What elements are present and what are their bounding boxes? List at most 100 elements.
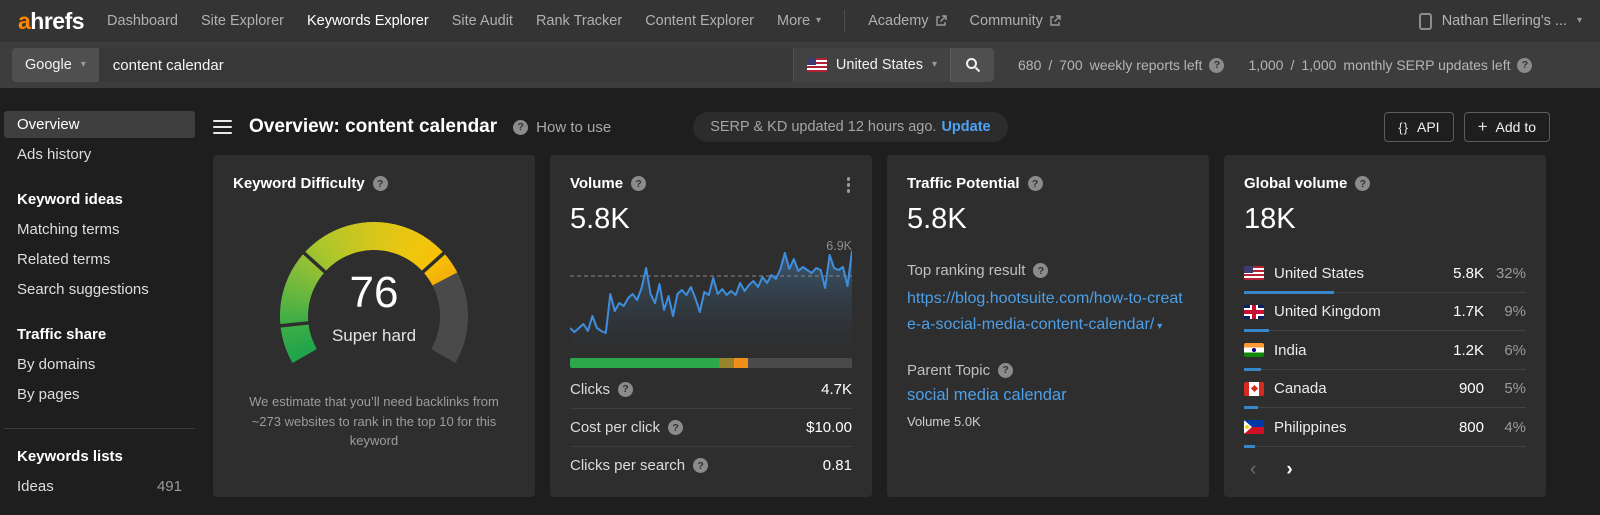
help-icon[interactable]: ? [1033, 263, 1049, 278]
top-ranking-result-label: Top ranking result ? [907, 262, 1189, 279]
keyword-search-input[interactable] [98, 48, 793, 82]
country-share-bar [1244, 367, 1261, 371]
card-title-keyword-difficulty: Keyword Difficulty ? [233, 175, 515, 192]
country-row-philippines: Philippines 800 4% [1244, 408, 1526, 448]
sidebar-item-by-domains[interactable]: By domains [17, 356, 96, 373]
sidebar-divider [4, 428, 195, 429]
help-icon[interactable]: ? [631, 176, 647, 191]
country-share-bar [1244, 444, 1256, 448]
chevron-down-icon[interactable] [1157, 321, 1162, 332]
api-button[interactable]: API [1384, 112, 1454, 142]
search-row: Google United States 680 / 700 weekly re… [0, 42, 1600, 88]
how-to-use-link[interactable]: ? How to use [513, 119, 611, 136]
update-link[interactable]: Update [941, 119, 991, 135]
weekly-reports-usage: 680 / 700 weekly reports left ? [1018, 57, 1225, 73]
overview-cards: Keyword Difficulty ? 76 Super hard We es… [213, 155, 1546, 497]
sidebar-item-matching-terms[interactable]: Matching terms [17, 221, 120, 238]
page-title: Overview: content calendar [249, 116, 498, 137]
us-flag-icon [806, 58, 827, 72]
card-title-traffic-potential: Traffic Potential ? [907, 175, 1189, 192]
top-ranking-result-link[interactable]: https://blog.hootsuite.com/how-to-create… [907, 286, 1189, 338]
add-to-button[interactable]: Add to [1463, 112, 1550, 142]
menu-toggle-icon[interactable] [213, 119, 232, 135]
sidebar-item-ads-history[interactable]: Ads history [17, 146, 92, 163]
volume-card: Volume ? 5.8K 6.9K Clicks? 4.7K Cost per… [550, 155, 872, 497]
country-label: United States [835, 57, 923, 73]
nav-item-content-explorer[interactable]: Content Explorer [645, 13, 754, 29]
kd-gauge-chart [278, 222, 468, 364]
nav-item-rank-tracker[interactable]: Rank Tracker [535, 13, 623, 29]
sidebar: Overview Ads history Keyword ideas Match… [0, 88, 205, 515]
nav-item-site-audit[interactable]: Site Audit [451, 13, 513, 29]
ca-flag-icon [1244, 381, 1264, 396]
device-icon [1418, 12, 1432, 30]
nav-item-community[interactable]: Community [970, 13, 1061, 29]
volume-peak-label: 6.9K [826, 239, 852, 253]
next-page-icon[interactable] [1286, 460, 1292, 479]
external-link-icon [1050, 15, 1061, 26]
country-dropdown[interactable]: United States [792, 48, 950, 82]
card-menu-icon[interactable] [841, 175, 857, 195]
help-icon[interactable]: ? [1355, 176, 1371, 191]
help-icon[interactable]: ? [668, 420, 684, 435]
sidebar-item-related-terms[interactable]: Related terms [17, 251, 111, 268]
parent-topic-link[interactable]: social media calendar [907, 385, 1067, 404]
kd-label: Super hard [331, 326, 417, 345]
search-engine-dropdown[interactable]: Google [12, 48, 99, 82]
chevron-down-icon [816, 16, 821, 26]
help-icon[interactable]: ? [693, 458, 709, 473]
in-flag-icon [1244, 343, 1264, 358]
metric-row-cpc: Cost per click? $10.00 [570, 408, 852, 446]
nav-divider [844, 10, 846, 32]
kd-value: 76 [349, 268, 399, 317]
account-menu[interactable]: Nathan Ellering's ... [1418, 12, 1582, 30]
nav-item-keywords-explorer[interactable]: Keywords Explorer [307, 13, 429, 29]
nav-item-more[interactable]: More [777, 13, 821, 29]
country-row-united-states: United States 5.8K 32% [1244, 254, 1526, 294]
sidebar-item-overview[interactable]: Overview [4, 111, 195, 138]
metric-row-clicks: Clicks? 4.7K [570, 380, 852, 398]
help-icon[interactable]: ? [1517, 57, 1533, 73]
sidebar-item-ideas[interactable]: Ideas 491 [17, 478, 182, 495]
clicks-per-search-value: 0.81 [822, 457, 852, 474]
kd-note: We estimate that you’ll need backlinks f… [249, 394, 499, 448]
help-icon[interactable]: ? [1209, 57, 1225, 73]
cpc-value: $10.00 [806, 419, 852, 436]
sidebar-item-search-suggestions[interactable]: Search suggestions [17, 281, 149, 298]
logo-accent: a [18, 7, 31, 34]
ahrefs-logo[interactable]: ahrefs [18, 7, 85, 35]
parent-topic-label: Parent Topic ? [907, 362, 1189, 379]
kd-gauge: 76 Super hard [254, 204, 494, 376]
help-icon: ? [513, 119, 529, 135]
search-button[interactable] [950, 48, 994, 82]
ideas-count-badge: 491 [156, 478, 182, 495]
plus-icon [1478, 119, 1488, 135]
metric-row-clicks-per-search: Clicks per search? 0.81 [570, 446, 852, 484]
chevron-down-icon [1577, 16, 1582, 26]
search-icon [965, 58, 980, 73]
gb-flag-icon [1244, 304, 1264, 319]
volume-trend-chart [570, 250, 852, 348]
keyword-difficulty-card: Keyword Difficulty ? 76 Super hard We es… [213, 155, 535, 497]
prev-page-icon[interactable] [1250, 460, 1256, 479]
country-volume-list: United States 5.8K 32% United Kingdom 1.… [1244, 254, 1526, 448]
sidebar-heading-keywords-lists: Keywords lists [17, 448, 123, 465]
keyword-search-bar: Google United States [12, 48, 994, 82]
country-share-bar [1244, 329, 1270, 332]
sidebar-item-by-pages[interactable]: By pages [17, 386, 80, 403]
chevron-down-icon [81, 60, 86, 70]
help-icon[interactable]: ? [1027, 176, 1043, 191]
sidebar-heading-traffic-share: Traffic share [17, 326, 107, 343]
country-share-bar [1244, 290, 1335, 294]
nav-item-dashboard[interactable]: Dashboard [107, 13, 178, 29]
nav-item-site-explorer[interactable]: Site Explorer [200, 13, 284, 29]
serp-updates-usage: 1,000 / 1,000 monthly SERP updates left … [1248, 57, 1533, 73]
country-row-india: India 1.2K 6% [1244, 331, 1526, 371]
top-navbar: ahrefs Dashboard Site Explorer Keywords … [0, 0, 1600, 42]
global-volume-value: 18K [1244, 203, 1296, 235]
help-icon[interactable]: ? [998, 362, 1014, 378]
nav-item-academy[interactable]: Academy [868, 13, 947, 29]
sidebar-heading-keyword-ideas: Keyword ideas [17, 191, 123, 208]
help-icon[interactable]: ? [618, 381, 633, 397]
help-icon[interactable]: ? [372, 176, 388, 191]
